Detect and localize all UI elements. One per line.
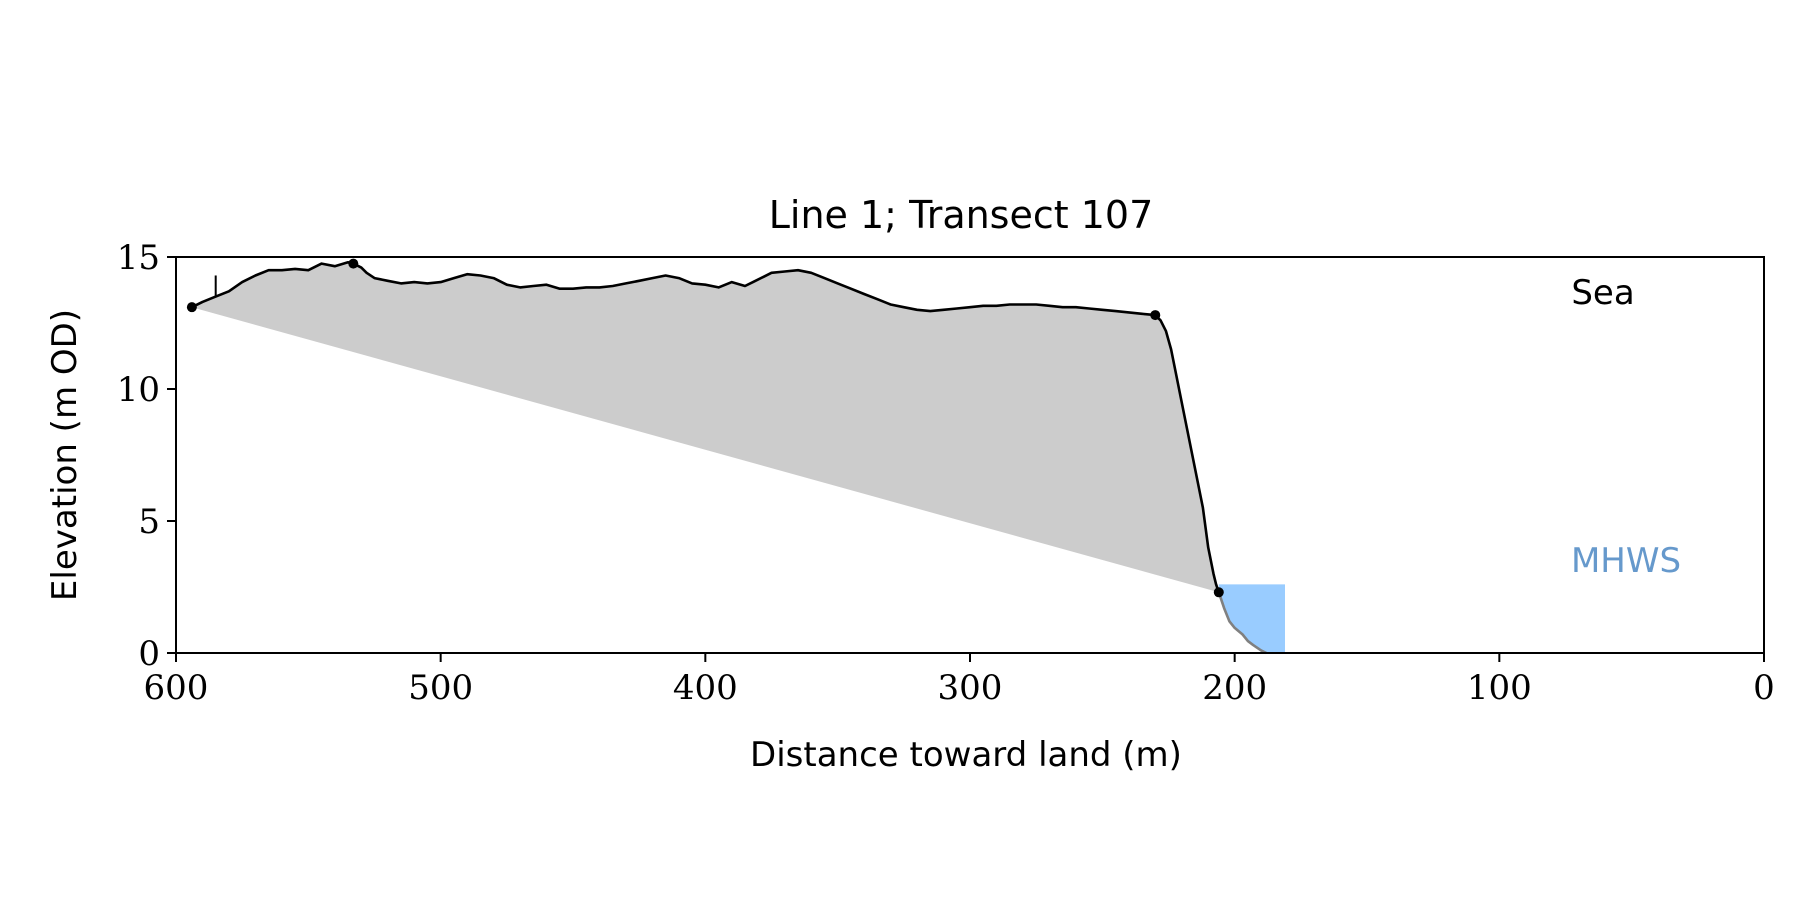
annotation-sea: Sea	[1571, 273, 1634, 313]
below-mhws-profile-line	[1217, 591, 1267, 655]
profile-marker-0	[186, 302, 197, 313]
chart-title: Line 1; Transect 107	[769, 193, 1154, 237]
mhws-fill-area	[1218, 584, 1285, 653]
y-tick-label-0: 0	[138, 634, 160, 674]
x-tick-label-200: 200	[1202, 668, 1267, 708]
x-tick-label-400: 400	[673, 668, 738, 708]
y-tick-label-10: 10	[117, 370, 160, 410]
profile-marker-3	[1213, 587, 1224, 598]
y-tick-label-15: 15	[117, 238, 160, 278]
profile-marker-1	[348, 258, 359, 269]
x-tick-label-500: 500	[408, 668, 473, 708]
x-tick-label-0: 0	[1753, 668, 1775, 708]
y-tick-label-5: 5	[138, 502, 160, 542]
profile-fill-area	[191, 262, 1219, 593]
profile-line	[191, 260, 1221, 593]
x-axis-label: Distance toward land (m)	[750, 735, 1182, 775]
y-axis-label: Elevation (m OD)	[45, 309, 85, 601]
plot-area	[186, 258, 1285, 655]
x-tick-label-100: 100	[1467, 668, 1532, 708]
x-tick-label-300: 300	[938, 668, 1003, 708]
x-axis-ticks: 600 500 400 300 200 100 0	[144, 653, 1775, 708]
x-tick-label-600: 600	[144, 668, 209, 708]
annotation-mhws: MHWS	[1571, 541, 1681, 581]
y-axis-ticks: 0 5 10 15	[117, 238, 176, 674]
profile-marker-2	[1150, 310, 1161, 321]
